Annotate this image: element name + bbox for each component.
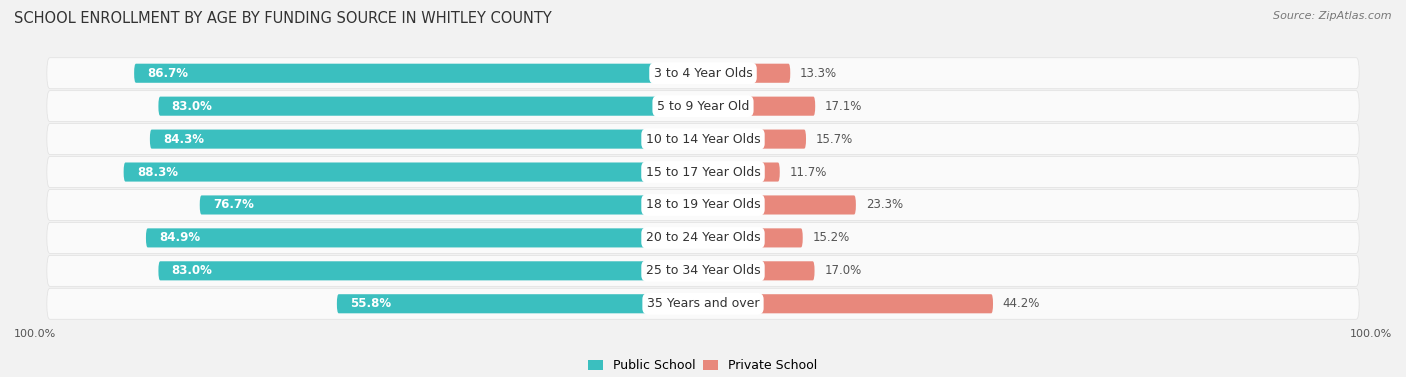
Text: 20 to 24 Year Olds: 20 to 24 Year Olds	[645, 231, 761, 244]
Text: 17.0%: 17.0%	[824, 264, 862, 277]
Text: 44.2%: 44.2%	[1002, 297, 1040, 310]
FancyBboxPatch shape	[703, 294, 993, 313]
Text: 3 to 4 Year Olds: 3 to 4 Year Olds	[654, 67, 752, 80]
FancyBboxPatch shape	[46, 222, 1360, 253]
Text: 5 to 9 Year Old: 5 to 9 Year Old	[657, 100, 749, 113]
Text: SCHOOL ENROLLMENT BY AGE BY FUNDING SOURCE IN WHITLEY COUNTY: SCHOOL ENROLLMENT BY AGE BY FUNDING SOUR…	[14, 11, 551, 26]
FancyBboxPatch shape	[124, 162, 703, 182]
FancyBboxPatch shape	[703, 261, 814, 280]
FancyBboxPatch shape	[46, 124, 1360, 155]
FancyBboxPatch shape	[146, 228, 703, 247]
Text: 88.3%: 88.3%	[136, 166, 177, 179]
FancyBboxPatch shape	[703, 162, 780, 182]
FancyBboxPatch shape	[46, 91, 1360, 122]
FancyBboxPatch shape	[703, 130, 806, 149]
Text: 15 to 17 Year Olds: 15 to 17 Year Olds	[645, 166, 761, 179]
FancyBboxPatch shape	[159, 97, 703, 116]
FancyBboxPatch shape	[46, 288, 1360, 319]
FancyBboxPatch shape	[703, 228, 803, 247]
FancyBboxPatch shape	[703, 64, 790, 83]
Text: Source: ZipAtlas.com: Source: ZipAtlas.com	[1274, 11, 1392, 21]
FancyBboxPatch shape	[703, 195, 856, 215]
FancyBboxPatch shape	[159, 261, 703, 280]
Text: 84.3%: 84.3%	[163, 133, 204, 146]
FancyBboxPatch shape	[150, 130, 703, 149]
FancyBboxPatch shape	[337, 294, 703, 313]
Text: 76.7%: 76.7%	[212, 198, 253, 211]
Text: 83.0%: 83.0%	[172, 100, 212, 113]
FancyBboxPatch shape	[46, 58, 1360, 89]
Text: 17.1%: 17.1%	[825, 100, 862, 113]
Text: 55.8%: 55.8%	[350, 297, 391, 310]
FancyBboxPatch shape	[134, 64, 703, 83]
Text: 11.7%: 11.7%	[790, 166, 827, 179]
Text: 83.0%: 83.0%	[172, 264, 212, 277]
FancyBboxPatch shape	[46, 255, 1360, 286]
Text: 18 to 19 Year Olds: 18 to 19 Year Olds	[645, 198, 761, 211]
FancyBboxPatch shape	[46, 156, 1360, 187]
Text: 23.3%: 23.3%	[866, 198, 903, 211]
Text: 100.0%: 100.0%	[1350, 329, 1392, 339]
Text: 84.9%: 84.9%	[159, 231, 200, 244]
Text: 10 to 14 Year Olds: 10 to 14 Year Olds	[645, 133, 761, 146]
Text: 35 Years and over: 35 Years and over	[647, 297, 759, 310]
Legend: Public School, Private School: Public School, Private School	[583, 354, 823, 377]
Text: 100.0%: 100.0%	[14, 329, 56, 339]
Text: 13.3%: 13.3%	[800, 67, 837, 80]
Text: 15.7%: 15.7%	[815, 133, 853, 146]
FancyBboxPatch shape	[703, 97, 815, 116]
Text: 15.2%: 15.2%	[813, 231, 849, 244]
Text: 25 to 34 Year Olds: 25 to 34 Year Olds	[645, 264, 761, 277]
FancyBboxPatch shape	[46, 190, 1360, 221]
FancyBboxPatch shape	[200, 195, 703, 215]
Text: 86.7%: 86.7%	[148, 67, 188, 80]
